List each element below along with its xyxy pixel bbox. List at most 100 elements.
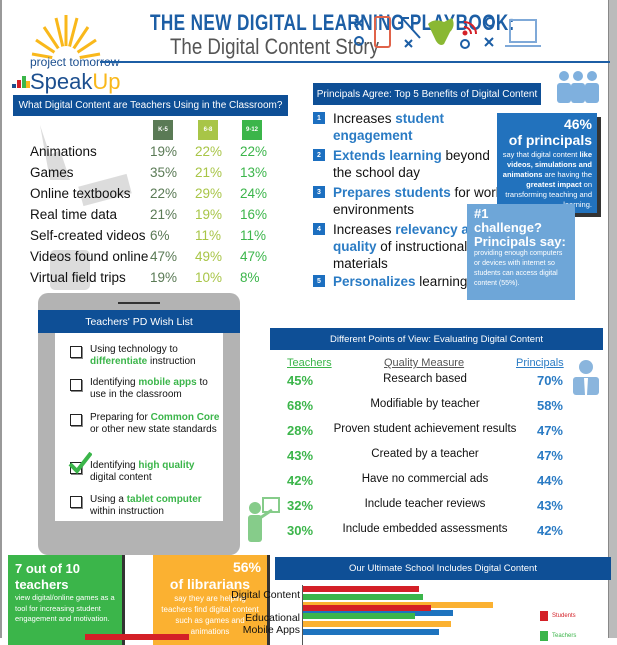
usage-value: 10% bbox=[195, 270, 223, 285]
usage-value: 47% bbox=[150, 249, 178, 264]
logo-up: Up bbox=[92, 69, 121, 94]
logo-speak: Speak bbox=[30, 69, 93, 94]
header-icons bbox=[354, 16, 541, 49]
benefit-highlight: student engagement bbox=[333, 111, 445, 143]
wishlist-text: within instruction bbox=[90, 506, 164, 517]
bar-series2 bbox=[303, 621, 451, 627]
quality-measure: Proven student achievement results bbox=[333, 423, 517, 435]
people-group-icon bbox=[557, 71, 599, 103]
usage-value: 11% bbox=[195, 228, 222, 243]
wifi-icon bbox=[462, 21, 477, 36]
usage-value: 19% bbox=[150, 270, 178, 285]
stat-text: are having the bbox=[542, 170, 592, 179]
wishlist-text: to use in the classroom bbox=[90, 377, 208, 400]
quality-measure: Created by a teacher bbox=[371, 448, 479, 460]
wishlist-highlight: Common Core bbox=[150, 412, 220, 423]
page-title: THE NEW DIGITAL LEARNING PLAYBOOK: bbox=[150, 10, 515, 35]
usage-value: 22% bbox=[195, 144, 223, 159]
wishlist-heading: Teachers' PD Wish List bbox=[38, 310, 240, 333]
wishlist-item: Using a tablet computer within instructi… bbox=[70, 494, 220, 518]
librarians-body: say they are helping teachers find digit… bbox=[161, 594, 259, 636]
checkbox[interactable] bbox=[70, 496, 82, 508]
bars-icon bbox=[12, 76, 30, 88]
wishlist-text: digital content bbox=[90, 472, 152, 483]
wishlist-highlight: high quality bbox=[138, 460, 195, 471]
wishlist-text: or other new state standards bbox=[90, 424, 217, 435]
benefit-highlight: Prepares students bbox=[333, 185, 451, 200]
legend-students: Students bbox=[552, 613, 576, 619]
column-6-8: 6-8 bbox=[198, 120, 218, 140]
benefit-item: 4 Increases relevancy and quality of inst… bbox=[313, 221, 503, 272]
teacher-value: 45% bbox=[287, 373, 314, 388]
benefit-number: 1 bbox=[313, 112, 325, 124]
checkmark-icon bbox=[68, 452, 92, 474]
teacher-value: 28% bbox=[287, 423, 314, 438]
teacher-value: 32% bbox=[287, 498, 314, 513]
usage-value: 49% bbox=[195, 249, 223, 264]
usage-value: 22% bbox=[150, 186, 178, 201]
benefit-text: of instructional materials bbox=[333, 239, 468, 271]
wishlist-text: instruction bbox=[147, 356, 196, 367]
checkbox[interactable] bbox=[70, 346, 82, 358]
teacher-value: 68% bbox=[287, 398, 314, 413]
usage-value: 24% bbox=[240, 186, 268, 201]
xo-icon bbox=[354, 18, 364, 46]
sun-logo-icon bbox=[31, 15, 101, 60]
usage-row: Animations 19% 22% 22% bbox=[30, 144, 290, 162]
content-type-label: Games bbox=[30, 165, 74, 180]
stat-subject: of principals bbox=[508, 132, 592, 148]
benefit-highlight: relevancy and quality bbox=[333, 222, 486, 254]
benefit-number: 5 bbox=[313, 275, 325, 287]
usage-value: 21% bbox=[150, 207, 178, 222]
usage-value: 13% bbox=[240, 165, 268, 180]
quality-measure: Research based bbox=[383, 373, 467, 385]
legend-swatch-students bbox=[540, 611, 548, 621]
usage-heading: What Digital Content are Teachers Using … bbox=[13, 95, 288, 116]
benefit-text: beyond the school day bbox=[333, 148, 490, 180]
measure-column-header: Quality Measure bbox=[384, 357, 465, 369]
benefit-number: 3 bbox=[313, 186, 325, 198]
challenge-number: #1 bbox=[474, 206, 489, 221]
teachers-column-header: Teachers bbox=[287, 357, 332, 369]
page-border bbox=[0, 0, 2, 638]
speakup-logo: Speak Up bbox=[12, 69, 121, 95]
content-type-label: Online textbooks bbox=[30, 186, 131, 201]
principal-value: 44% bbox=[536, 473, 563, 488]
games-callout: 7 out of 10 teachers view digital/online… bbox=[8, 555, 122, 645]
principal-value: 43% bbox=[536, 498, 563, 513]
chart-title: Our Ultimate School Includes Digital Con… bbox=[275, 557, 611, 580]
wishlist-text: Using technology to bbox=[90, 344, 178, 355]
tablet-speaker bbox=[118, 302, 160, 304]
principal-value: 47% bbox=[536, 423, 563, 438]
usage-row: Self-created videos 6% 11% 11% bbox=[30, 228, 290, 246]
benefit-number: 4 bbox=[313, 223, 325, 235]
stat-text: on transforming teaching and learning. bbox=[505, 180, 592, 209]
usage-row: Virtual field trips 19% 10% 8% bbox=[30, 270, 290, 288]
wishlist-item: Preparing for Common Core or other new s… bbox=[70, 412, 220, 436]
librarians-callout: 56% of librarians say they are helping t… bbox=[153, 555, 267, 645]
red-callout-partial bbox=[85, 634, 189, 640]
chart-axis bbox=[302, 585, 303, 645]
quality-measure: Include teacher reviews bbox=[364, 498, 486, 510]
usage-value: 22% bbox=[240, 144, 268, 159]
usage-row: Videos found online 47% 49% 47% bbox=[30, 249, 290, 267]
content-type-label: Self-created videos bbox=[30, 228, 146, 243]
bar-teachers bbox=[303, 594, 423, 600]
game-controller-icon bbox=[428, 18, 454, 45]
scrollbar[interactable] bbox=[608, 0, 617, 638]
wishlist-item: Identifying high quality digital content bbox=[68, 452, 220, 484]
games-subject: teachers bbox=[15, 577, 69, 592]
bar-students bbox=[303, 586, 419, 592]
wishlist-highlight: tablet computer bbox=[126, 494, 202, 505]
points-row: 32% Include teacher reviews 43% bbox=[270, 498, 610, 514]
wishlist-item: Identifying mobile apps to use in the cl… bbox=[70, 377, 220, 401]
checkbox[interactable] bbox=[70, 414, 82, 426]
org-name: project tomorrow bbox=[30, 55, 120, 69]
principal-value: 47% bbox=[536, 448, 563, 463]
benefit-text: for work environments bbox=[333, 185, 503, 217]
games-stat: 7 out of 10 bbox=[15, 561, 81, 576]
phone-icon bbox=[374, 16, 391, 48]
benefit-text: learning bbox=[415, 274, 468, 289]
points-row: 28% Proven student achievement results 47% bbox=[270, 423, 610, 439]
checkbox[interactable] bbox=[70, 379, 82, 391]
